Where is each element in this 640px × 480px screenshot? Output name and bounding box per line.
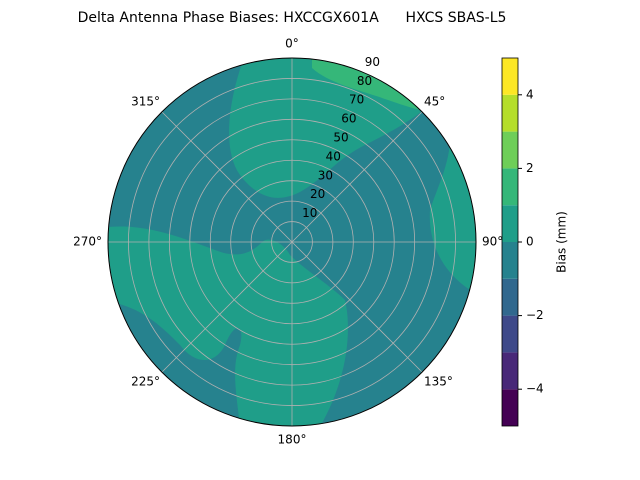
angular-tick-label: 45° [424,94,445,108]
colorbar-bin [502,315,518,353]
colorbar-bin [502,278,518,316]
radial-tick-label: 20 [310,187,325,201]
colorbar-bin [502,168,518,206]
colorbar-tick-label: 4 [526,87,534,101]
angular-grid-line [291,111,423,243]
angular-grid-line [161,111,293,243]
radial-tick-label: 90 [365,55,380,69]
radial-tick-label: 50 [333,131,348,145]
colorbar-tick-label: 0 [526,235,534,249]
radial-tick-label: 70 [349,93,364,107]
colorbar-bin [502,58,518,95]
angular-tick-label: 225° [131,375,160,389]
colorbar-bin [502,389,518,426]
radial-tick-label: 60 [341,112,356,126]
angular-grid-line [161,241,293,373]
colorbar-bin [502,131,518,169]
colorbar-bin [502,205,518,242]
polar-frame [107,57,477,427]
angular-tick-label: 135° [424,375,453,389]
colorbar-tick-label: 2 [526,161,534,175]
colorbar-bin [502,94,518,132]
colorbar-bin [502,352,518,390]
contour-region [108,226,348,426]
angular-grid-line [291,241,423,373]
colorbar-label: Bias (mm) [555,211,569,273]
chart-title: Delta Antenna Phase Biases: HXCCGX601A H… [78,10,507,26]
radial-tick-label: 80 [357,74,372,88]
colorbar-bin [502,242,518,279]
colorbar-tick-label: −2 [526,308,544,322]
angular-tick-label: 0° [285,37,299,51]
angular-tick-label: 315° [131,94,160,108]
angular-tick-label: 270° [73,235,102,249]
radial-tick-label: 30 [318,168,333,182]
radial-tick-label: 40 [326,149,341,163]
angular-tick-label: 180° [278,433,307,447]
radial-tick-label: 10 [302,206,317,220]
angular-tick-label: 90° [482,235,503,249]
contour-region [312,58,430,112]
colorbar-tick-label: −4 [526,382,544,396]
